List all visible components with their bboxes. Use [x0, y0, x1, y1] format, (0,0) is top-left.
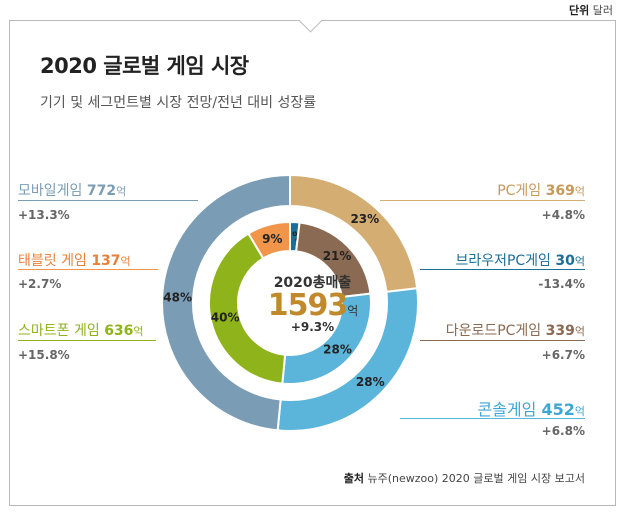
center-label: 2020총매출: [273, 275, 352, 291]
growth-browser-pc: -13.4%: [538, 277, 585, 291]
leader-pc: [380, 200, 585, 201]
growth-tablet: +2.7%: [18, 277, 62, 291]
label-browser-pc: 브라우저PC게임 30억: [455, 253, 585, 269]
leader-console: [400, 418, 585, 419]
inner-slice-3: [208, 232, 287, 385]
growth-smartphone: +15.8%: [18, 348, 70, 362]
source-note: 출처 뉴주(newzoo) 2020 글로벌 게임 시장 보고서: [343, 472, 585, 485]
growth-pc: +4.8%: [541, 208, 585, 222]
inner-slice-4: [246, 220, 291, 260]
inner-pct-label-4: 9%: [262, 232, 282, 246]
outer-pct-label-2: 48%: [163, 291, 192, 305]
leader-download-pc: [420, 340, 585, 341]
center-growth: +9.3%: [290, 320, 335, 334]
growth-console: +6.8%: [541, 424, 585, 438]
label-mobile: 모바일게임 772억: [18, 183, 127, 199]
inner-pct-label-2: 28%: [323, 343, 352, 357]
leader-tablet: [18, 269, 158, 270]
unit-note: 단위 달러: [569, 4, 613, 17]
inner-pct-label-3: 40%: [211, 311, 240, 325]
outer-pct-label-0: 23%: [350, 212, 379, 226]
outer-pct-label-1: 28%: [356, 375, 385, 389]
center-total: 1593억: [267, 288, 359, 323]
growth-download-pc: +6.7%: [541, 348, 585, 362]
chart-subtitle: 기기 및 세그먼트별 시장 전망/전년 대비 성장률: [40, 95, 317, 111]
outer-slice-2: [161, 173, 291, 432]
leader-browser-pc: [420, 269, 585, 270]
inner-pct-label-1: 21%: [323, 249, 352, 263]
label-console: 콘솔게임 452억: [477, 400, 585, 419]
label-download-pc: 다운로드PC게임 339억: [445, 323, 585, 339]
growth-mobile: +13.3%: [18, 208, 70, 222]
leader-smartphone: [18, 340, 156, 341]
label-pc: PC게임 369억: [497, 183, 585, 199]
leader-mobile: [18, 200, 198, 201]
label-tablet: 태블릿 게임 137억: [18, 253, 131, 269]
chart-title: 2020 글로벌 게임 시장: [40, 54, 249, 78]
label-smartphone: 스마트폰 게임 636억: [18, 323, 144, 339]
